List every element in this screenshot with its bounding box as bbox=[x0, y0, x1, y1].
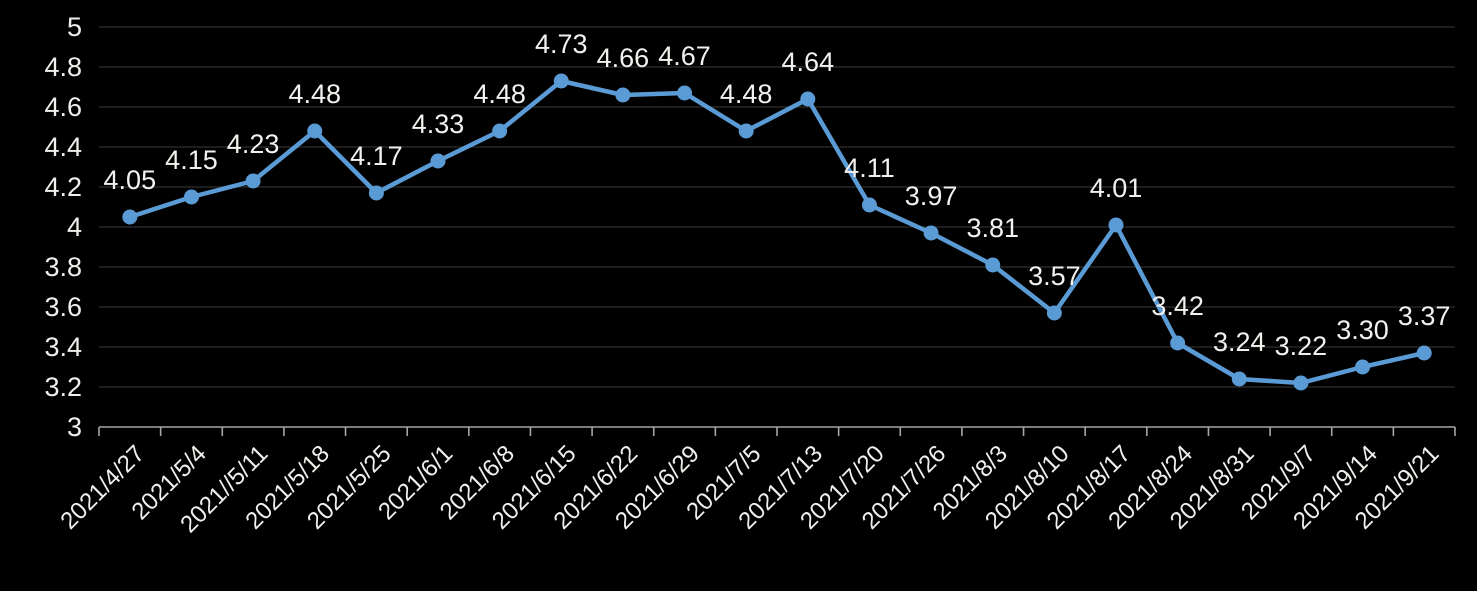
data-point-marker bbox=[1416, 345, 1432, 361]
data-point-marker bbox=[183, 189, 199, 205]
y-axis-tick-label: 4 bbox=[67, 212, 82, 242]
data-point-marker bbox=[1231, 371, 1247, 387]
data-point-marker bbox=[1355, 359, 1371, 375]
data-point-marker bbox=[307, 123, 323, 139]
data-point-label: 3.22 bbox=[1275, 331, 1328, 361]
y-axis-tick-label: 3.2 bbox=[44, 372, 82, 402]
data-point-label: 3.42 bbox=[1151, 291, 1204, 321]
y-axis-tick-label: 3.4 bbox=[44, 332, 82, 362]
data-point-marker bbox=[1293, 375, 1309, 391]
data-point-marker bbox=[1108, 217, 1124, 233]
data-point-label: 4.15 bbox=[165, 145, 218, 175]
data-point-label: 4.48 bbox=[473, 79, 526, 109]
data-point-marker bbox=[861, 197, 877, 213]
data-point-marker bbox=[677, 85, 693, 101]
y-axis-tick-label: 4.2 bbox=[44, 172, 82, 202]
data-point-marker bbox=[615, 87, 631, 103]
data-point-label: 4.48 bbox=[288, 79, 341, 109]
data-point-marker bbox=[553, 73, 569, 89]
y-axis-tick-label: 4.8 bbox=[44, 52, 82, 82]
y-axis-tick-label: 4.4 bbox=[44, 132, 82, 162]
data-point-label: 3.37 bbox=[1398, 301, 1451, 331]
data-point-label: 4.33 bbox=[412, 109, 465, 139]
data-point-marker bbox=[122, 209, 138, 225]
data-point-marker bbox=[1046, 305, 1062, 321]
data-point-marker bbox=[985, 257, 1001, 273]
data-point-label: 3.30 bbox=[1336, 315, 1389, 345]
data-point-label: 3.81 bbox=[966, 213, 1019, 243]
data-point-marker bbox=[368, 185, 384, 201]
data-point-label: 3.24 bbox=[1213, 327, 1266, 357]
data-point-marker bbox=[492, 123, 508, 139]
data-point-label: 3.57 bbox=[1028, 261, 1081, 291]
series-line bbox=[127, 78, 1427, 386]
data-point-marker bbox=[1170, 335, 1186, 351]
y-axis-tick-label: 3 bbox=[67, 412, 82, 442]
data-point-label: 4.67 bbox=[658, 41, 711, 71]
y-axis-tick-label: 3.8 bbox=[44, 252, 82, 282]
data-point-label: 4.73 bbox=[535, 29, 588, 59]
data-point-label: 4.23 bbox=[227, 129, 280, 159]
data-point-label: 4.05 bbox=[104, 165, 157, 195]
data-point-marker bbox=[800, 91, 816, 107]
data-point-marker bbox=[923, 225, 939, 241]
data-point-marker bbox=[430, 153, 446, 169]
data-point-label: 4.64 bbox=[782, 47, 835, 77]
data-point-label: 4.17 bbox=[350, 141, 403, 171]
data-point-marker bbox=[738, 123, 754, 139]
data-point-label: 4.01 bbox=[1090, 173, 1143, 203]
data-point-marker bbox=[245, 173, 261, 189]
data-point-label: 4.66 bbox=[597, 43, 650, 73]
y-axis-tick-label: 4.6 bbox=[44, 92, 82, 122]
y-axis-tick-label: 5 bbox=[67, 12, 82, 42]
data-point-label: 4.48 bbox=[720, 79, 773, 109]
data-point-label: 3.97 bbox=[905, 181, 958, 211]
data-point-label: 4.11 bbox=[844, 153, 895, 183]
y-axis-tick-label: 3.6 bbox=[44, 292, 82, 322]
